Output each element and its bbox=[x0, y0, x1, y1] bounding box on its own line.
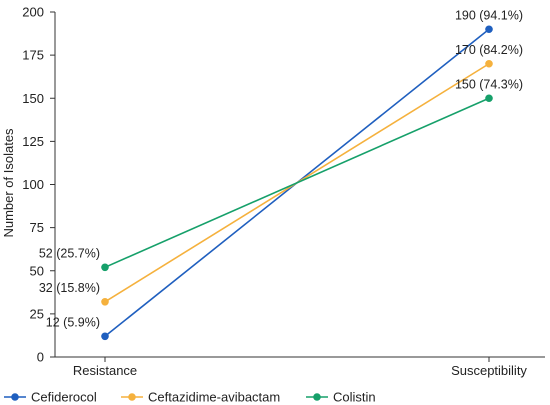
legend-item: Cefiderocol bbox=[4, 390, 97, 405]
legend-swatch-marker bbox=[11, 393, 19, 401]
y-tick-label: 50 bbox=[30, 263, 44, 278]
legend-label: Ceftazidime-avibactam bbox=[148, 390, 280, 405]
data-label: 150 (74.3%) bbox=[455, 77, 523, 91]
legend-label: Cefiderocol bbox=[31, 390, 97, 405]
x-axis-ticks: Resistance Susceptibility bbox=[73, 357, 527, 378]
series-line-colistin bbox=[104, 97, 490, 269]
y-tick-label: 100 bbox=[22, 177, 44, 192]
data-labels: 12 (5.9%) 190 (94.1%) 32 (15.8%) 170 (84.2%… bbox=[39, 8, 523, 329]
data-point bbox=[485, 94, 493, 103]
legend-item: Ceftazidime-avibactam bbox=[121, 390, 280, 405]
y-tick-label: 175 bbox=[22, 48, 44, 63]
data-point bbox=[101, 263, 109, 272]
data-point bbox=[485, 59, 493, 68]
legend-label: Colistin bbox=[333, 390, 376, 405]
y-tick-label: 75 bbox=[30, 220, 44, 235]
legend: Cefiderocol Ceftazidime-avibactam Colistin bbox=[4, 390, 376, 405]
x-tick-label: Susceptibility bbox=[451, 363, 527, 378]
data-point bbox=[101, 298, 109, 306]
y-tick-label: 0 bbox=[37, 350, 44, 365]
data-label: 32 (15.8%) bbox=[39, 281, 100, 295]
y-tick-label: 200 bbox=[22, 5, 44, 20]
legend-item: Colistin bbox=[306, 390, 376, 405]
data-point bbox=[101, 332, 109, 341]
series-points bbox=[101, 25, 493, 341]
legend-swatch-marker bbox=[128, 393, 136, 401]
data-label: 190 (94.1%) bbox=[455, 8, 523, 22]
axes bbox=[54, 12, 545, 358]
y-tick-label: 25 bbox=[30, 306, 44, 321]
y-tick-label: 125 bbox=[22, 134, 44, 149]
data-label: 170 (84.2%) bbox=[455, 43, 523, 57]
y-tick-label: 150 bbox=[22, 91, 44, 106]
data-label: 12 (5.9%) bbox=[46, 315, 100, 329]
data-label: 52 (25.7%) bbox=[39, 246, 100, 260]
x-tick-label: Resistance bbox=[73, 363, 137, 378]
series-lines bbox=[104, 28, 490, 337]
y-axis-ticks: 0 25 50 75 100 125 150 175 200 bbox=[22, 5, 55, 365]
data-point bbox=[485, 25, 493, 34]
y-axis-title: Number of Isolates bbox=[1, 128, 16, 238]
legend-swatch-marker bbox=[313, 393, 321, 401]
